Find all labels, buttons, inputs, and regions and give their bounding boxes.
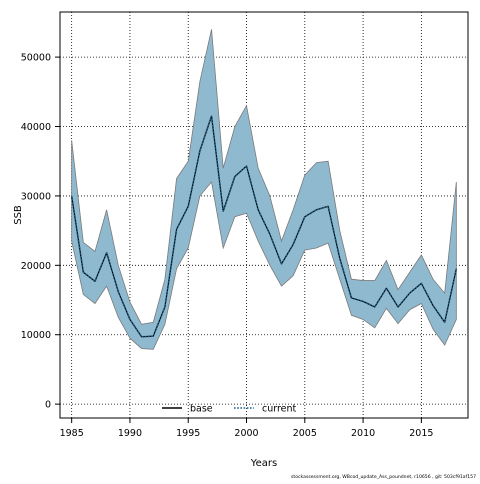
confidence-band-layer	[71, 29, 457, 350]
x-axis-label: Years	[250, 458, 277, 469]
x-tick-label-1985: 1985	[60, 428, 84, 439]
x-tick-label-2010: 2010	[351, 428, 375, 439]
legend-label-current: current	[262, 404, 297, 415]
x-tick-label-2015: 2015	[409, 428, 433, 439]
plot-frame	[59, 11, 469, 419]
legend: base current	[162, 404, 297, 415]
y-tick-label-30000: 30000	[21, 191, 51, 202]
y-tick-label-0: 0	[45, 400, 51, 411]
series-line-current	[70, 115, 458, 338]
confidence-band	[71, 29, 457, 350]
y-axis: 0 10000 20000 30000 40000 50000	[21, 53, 60, 411]
x-tick-label-1995: 1995	[176, 428, 200, 439]
y-tick-label-20000: 20000	[21, 261, 51, 272]
x-tick-label-2005: 2005	[293, 428, 317, 439]
x-axis: 1985 1990 1995 2000 2005 2010 2015	[60, 418, 433, 439]
x-tick-label-1990: 1990	[118, 428, 142, 439]
y-tick-label-40000: 40000	[21, 122, 51, 133]
y-tick-label-50000: 50000	[21, 53, 51, 64]
y-tick-label-10000: 10000	[21, 330, 51, 341]
footer-note: stockassessment.org, WBcod_update_Ass_po…	[291, 474, 476, 480]
x-tick-label-2000: 2000	[234, 428, 258, 439]
legend-label-base: base	[190, 404, 213, 415]
y-axis-label: SSB	[13, 205, 24, 225]
series-layer	[70, 115, 458, 338]
